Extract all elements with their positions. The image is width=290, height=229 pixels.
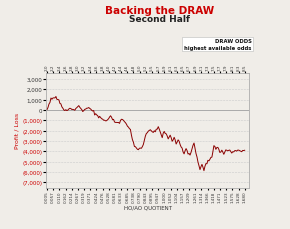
Text: DRAW ODDS
highest available odds: DRAW ODDS highest available odds (184, 39, 251, 50)
Y-axis label: Profit / Loss: Profit / Loss (14, 112, 19, 149)
Text: Backing the DRAW: Backing the DRAW (105, 6, 214, 16)
X-axis label: HO/AO QUOTIENT: HO/AO QUOTIENT (124, 205, 172, 210)
Text: Second Half: Second Half (129, 15, 190, 24)
